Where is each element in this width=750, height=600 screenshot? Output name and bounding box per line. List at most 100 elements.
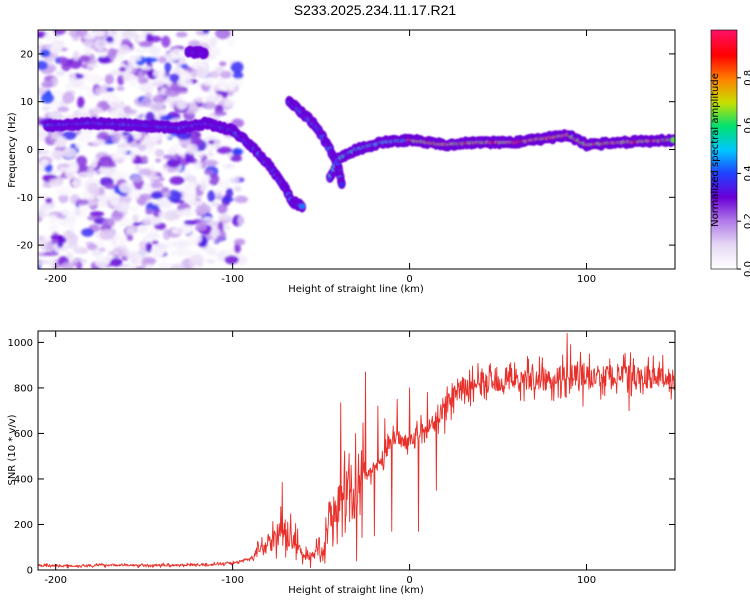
spectrogram-noise-blob [234, 185, 242, 192]
spectrogram-noise-blob [75, 143, 83, 149]
colorbar-cell [711, 63, 737, 67]
spectrogram-noise-blob [137, 266, 145, 269]
spectrogram-noise-blob [164, 61, 172, 73]
spectrogram-noise-blob [117, 143, 131, 148]
colorbar-cell [711, 137, 737, 141]
spectrogram-noise-blob [224, 255, 239, 265]
spectrogram-noise-blob [148, 102, 165, 112]
spectrogram-ytick-label: -10 [17, 193, 33, 204]
spectrogram-noise-blob [118, 66, 127, 72]
spectrogram-noise-blob [150, 191, 164, 200]
snr-ytick-label: 0 [27, 566, 33, 577]
spectrogram-noise-blob [80, 249, 89, 254]
spectrogram-noise-blob [193, 161, 203, 170]
spectrogram-noise-blob [55, 151, 62, 161]
spectrogram-noise-blob [49, 214, 58, 224]
spectrogram-noise-blob [217, 214, 233, 221]
colorbar-cell [711, 159, 737, 163]
spectrogram-noise-blob [186, 181, 198, 192]
spectrogram-noise-blob [75, 30, 88, 37]
spectrogram-noise-blob [219, 80, 236, 92]
spectrogram-noise-blob [44, 207, 52, 215]
spectrogram-noise-blob [155, 158, 162, 163]
spectrogram-noise-blob [87, 73, 101, 85]
colorbar: 0.0 0.2 0.4 0.6 0.8 Normalized spectral ampl… [710, 29, 750, 277]
spectrogram-noise-blob [55, 70, 66, 76]
spectrogram-noise-blob [152, 216, 162, 225]
colorbar-cell [711, 225, 737, 228]
snr-xtick-label: -200 [44, 575, 67, 586]
colorbar-cell [711, 175, 737, 178]
colorbar-cell [711, 37, 737, 41]
spectrogram-noise-blob [210, 201, 221, 208]
spectrogram-noise-blob [149, 45, 161, 55]
spectrogram-noise-blob [202, 30, 210, 34]
snr-frame [37, 330, 676, 571]
snr-ytick-label: 1000 [8, 338, 33, 349]
spectrogram-noise-blob [86, 63, 99, 68]
spectrogram-noise-blob [144, 175, 161, 180]
spectrogram-noise-blob [83, 45, 92, 58]
spectrogram-xlabel: Height of straight line (km) [288, 284, 424, 295]
spectrogram-noise-blob [113, 171, 130, 179]
spectrogram-noise-blob [219, 70, 232, 79]
spectrogram-ridge-core [299, 203, 306, 209]
spectrogram-noise-blob [135, 256, 143, 265]
spectrogram-ylabel: Frequency (Hz) [7, 112, 18, 188]
spectrogram-xtick-label: 0 [406, 274, 412, 285]
spectrogram-noise-blob [223, 197, 234, 202]
spectrogram-noise-blob [86, 243, 98, 251]
colorbar-cell [711, 213, 737, 216]
spectrogram-noise-blob [199, 180, 207, 193]
colorbar-cell [711, 187, 737, 190]
colorbar-cell [711, 251, 737, 254]
spectrogram-noise-blob [89, 211, 105, 217]
colorbar-cell [711, 30, 737, 33]
colorbar-cell [711, 119, 737, 123]
spectrogram-noise-blob [88, 59, 98, 65]
colorbar-cell [711, 143, 737, 147]
spectrogram-xtick-label: 100 [577, 274, 596, 285]
colorbar-cell [711, 123, 737, 127]
spectrogram-noise-blob [207, 190, 216, 202]
spectrogram-noise-blob [91, 250, 103, 257]
spectrogram-noise-blob [45, 240, 54, 251]
spectrogram-noise-blob [208, 71, 220, 79]
spectrogram-ridge-core [201, 51, 208, 57]
spectrogram-noise-blob [38, 130, 46, 141]
spectrogram-noise-blob [38, 60, 49, 71]
spectrogram-noise-blob [53, 30, 67, 36]
spectrogram-noise-blob [137, 70, 144, 81]
spectrogram-noise-blob [231, 78, 244, 87]
spectrogram-noise-blob [161, 187, 170, 193]
spectrogram-noise-blob [138, 168, 152, 176]
spectrogram-noise-blob [91, 138, 106, 145]
spectrogram-noise-blob [176, 228, 184, 234]
spectrogram-noise-blob [183, 190, 196, 202]
colorbar-frame [710, 29, 738, 270]
colorbar-cell [711, 103, 737, 107]
colorbar-label: Normalized spectral amplitude [710, 73, 721, 227]
spectrogram-noise-blob [134, 165, 142, 172]
colorbar-cell [711, 219, 737, 222]
spectrogram-xtick-label: -200 [44, 274, 67, 285]
spectrogram-noise-blob [202, 101, 217, 110]
spectrogram-noise-blob [139, 240, 148, 250]
spectrogram-noise-blob [207, 90, 215, 96]
spectrogram-noise-blob [49, 235, 66, 240]
spectrogram-noise-blob [161, 35, 171, 48]
colorbar-cell [711, 57, 737, 61]
colorbar-cell [711, 93, 737, 97]
spectrogram-noise-blob [150, 134, 160, 143]
snr-ytick-label: 800 [14, 383, 33, 394]
spectrogram-noise-blob [210, 227, 221, 237]
colorbar-cell [711, 177, 737, 180]
spectrogram-noise-blob [59, 167, 66, 172]
spectrogram-noise-blob [57, 237, 64, 249]
colorbar-cell [711, 129, 737, 133]
spectrogram-noise-blob [138, 40, 154, 48]
colorbar-cell [711, 209, 737, 212]
